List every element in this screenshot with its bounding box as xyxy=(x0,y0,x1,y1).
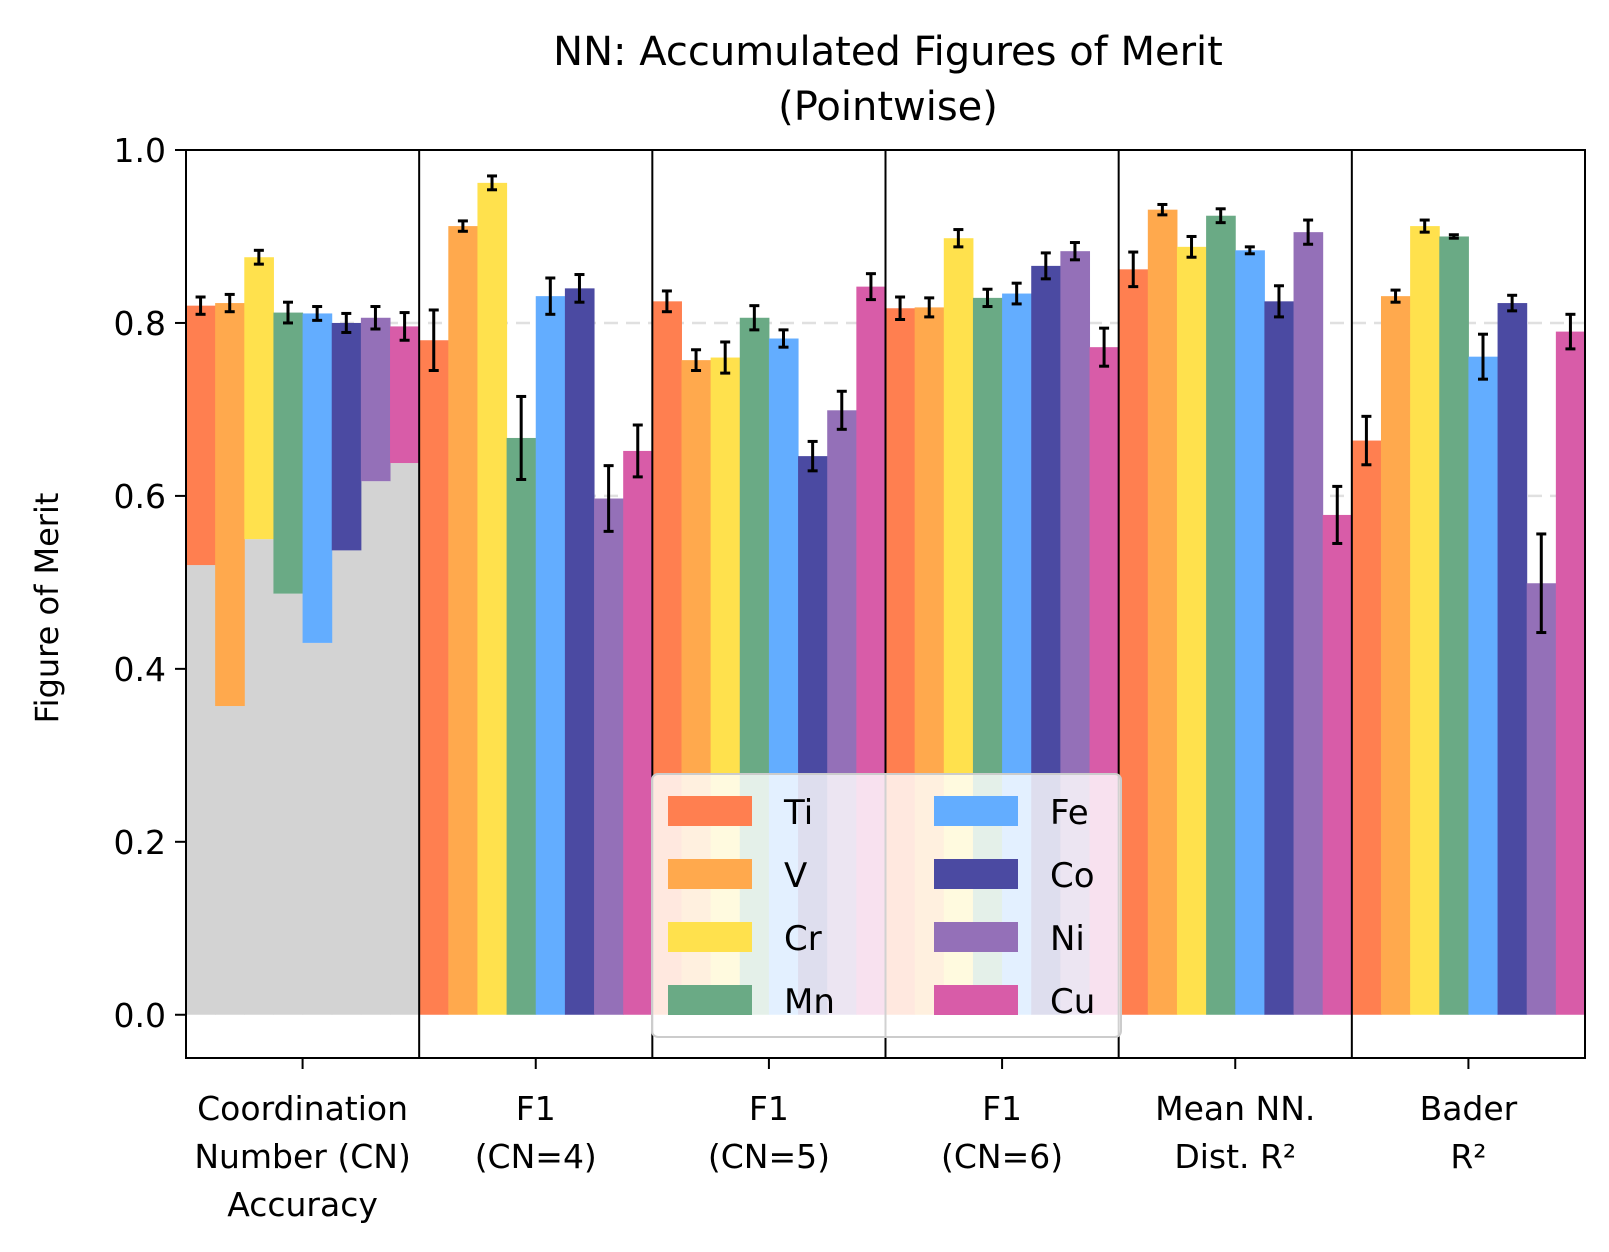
y-tick-label: 1.0 xyxy=(114,131,166,170)
x-tick-label: F1 xyxy=(982,1089,1022,1128)
bar-mn xyxy=(273,312,304,594)
baseline-bar-mn xyxy=(273,593,304,1015)
legend-swatch-co xyxy=(934,859,1018,889)
x-tick-label: Dist. R² xyxy=(1174,1137,1296,1176)
x-tick-label: (CN=6) xyxy=(941,1137,1063,1176)
x-tick-label: (CN=4) xyxy=(475,1137,597,1176)
bar-cr xyxy=(1176,246,1207,1015)
bar-v xyxy=(448,226,478,1015)
legend-swatch-cr xyxy=(668,922,752,952)
x-tick-label: Coordination xyxy=(197,1089,408,1128)
legend-label-mn: Mn xyxy=(784,982,835,1022)
bar-ti xyxy=(1351,440,1382,1015)
legend-box xyxy=(651,773,1122,1038)
y-axis-label: Figure of Merit xyxy=(28,493,66,724)
legend-swatch-ni xyxy=(934,922,1018,952)
bar-co xyxy=(1264,301,1295,1015)
bar-fe xyxy=(535,296,566,1015)
bar-cu xyxy=(390,326,420,464)
y-tick-label: 0.6 xyxy=(114,477,166,516)
y-axis: 0.0 0.2 0.4 0.6 0.8 1.0 xyxy=(114,131,186,1035)
y-tick-label: 0.8 xyxy=(114,304,166,343)
baseline-bar-co xyxy=(331,550,362,1015)
bar-cr xyxy=(1410,226,1440,1015)
bar-cu xyxy=(623,450,653,1015)
bar-v xyxy=(1147,209,1178,1015)
baseline-bar-cr xyxy=(244,539,274,1015)
x-tick-label: R² xyxy=(1450,1137,1486,1176)
legend-label-ni: Ni xyxy=(1050,919,1085,959)
error-bars xyxy=(195,174,1576,635)
bar-ni xyxy=(1293,232,1324,1015)
legend-label-cu: Cu xyxy=(1050,982,1095,1022)
y-tick-label: 0.0 xyxy=(114,996,166,1035)
bar-mn xyxy=(1206,215,1236,1015)
bar-co xyxy=(331,322,362,551)
chart-subtitle: (Pointwise) xyxy=(778,84,998,130)
bar-mn xyxy=(1439,236,1469,1015)
x-tick-label: (CN=5) xyxy=(708,1137,830,1176)
legend-swatch-cu xyxy=(934,985,1018,1015)
plot-frame xyxy=(185,149,1586,1059)
legend-label-cr: Cr xyxy=(784,919,822,959)
bar-cu xyxy=(1322,514,1353,1015)
legend-swatch-fe xyxy=(934,796,1018,826)
y-tick-label: 0.2 xyxy=(114,823,166,862)
bar-v xyxy=(1380,296,1411,1015)
x-tick-label: Accuracy xyxy=(227,1185,378,1224)
x-tick-label: Number (CN) xyxy=(194,1137,411,1176)
x-tick-label: F1 xyxy=(749,1089,789,1128)
baseline-bar-v xyxy=(215,706,245,1015)
chart-title: NN: Accumulated Figures of Merit xyxy=(553,29,1223,75)
x-tick-label: Mean NN. xyxy=(1155,1089,1315,1128)
bar-fe xyxy=(1235,250,1265,1015)
bar-co xyxy=(1497,303,1528,1015)
legend-label-co: Co xyxy=(1050,856,1095,896)
legend-swatch-ti xyxy=(668,796,752,826)
bar-cu xyxy=(1555,331,1586,1015)
x-tick-label: Bader xyxy=(1420,1089,1518,1128)
bar-co xyxy=(564,288,595,1015)
bar-ti xyxy=(419,340,449,1015)
baseline-bars xyxy=(186,463,420,1015)
legend: Ti V Cr Mn Fe Co Ni Cu xyxy=(651,773,1122,1038)
baseline-bar-fe xyxy=(302,642,333,1015)
bar-cr xyxy=(477,182,508,1015)
bar-v xyxy=(215,303,245,707)
bar-cr xyxy=(244,257,274,540)
bar-ti xyxy=(1118,269,1149,1015)
x-axis: Coordination Number (CN) Accuracy F1 (CN=4) F… xyxy=(194,1058,1518,1224)
legend-label-ti: Ti xyxy=(783,793,813,833)
baseline-bar-ni xyxy=(360,481,391,1015)
bar-ni xyxy=(594,498,624,1015)
legend-label-fe: Fe xyxy=(1050,793,1089,833)
bar-ni xyxy=(1526,583,1557,1015)
y-tick-label: 0.4 xyxy=(114,650,166,689)
bar-mn xyxy=(506,437,537,1015)
legend-swatch-v xyxy=(668,859,752,889)
legend-swatch-mn xyxy=(668,985,752,1015)
bar-fe xyxy=(302,313,333,643)
x-tick-label: F1 xyxy=(516,1089,556,1128)
legend-label-v: V xyxy=(784,856,807,896)
bar-fe xyxy=(1468,356,1499,1015)
baseline-bar-ti xyxy=(186,565,216,1015)
bar-ti xyxy=(186,305,216,566)
baseline-bar-cu xyxy=(390,463,420,1015)
bar-ni xyxy=(360,317,391,482)
